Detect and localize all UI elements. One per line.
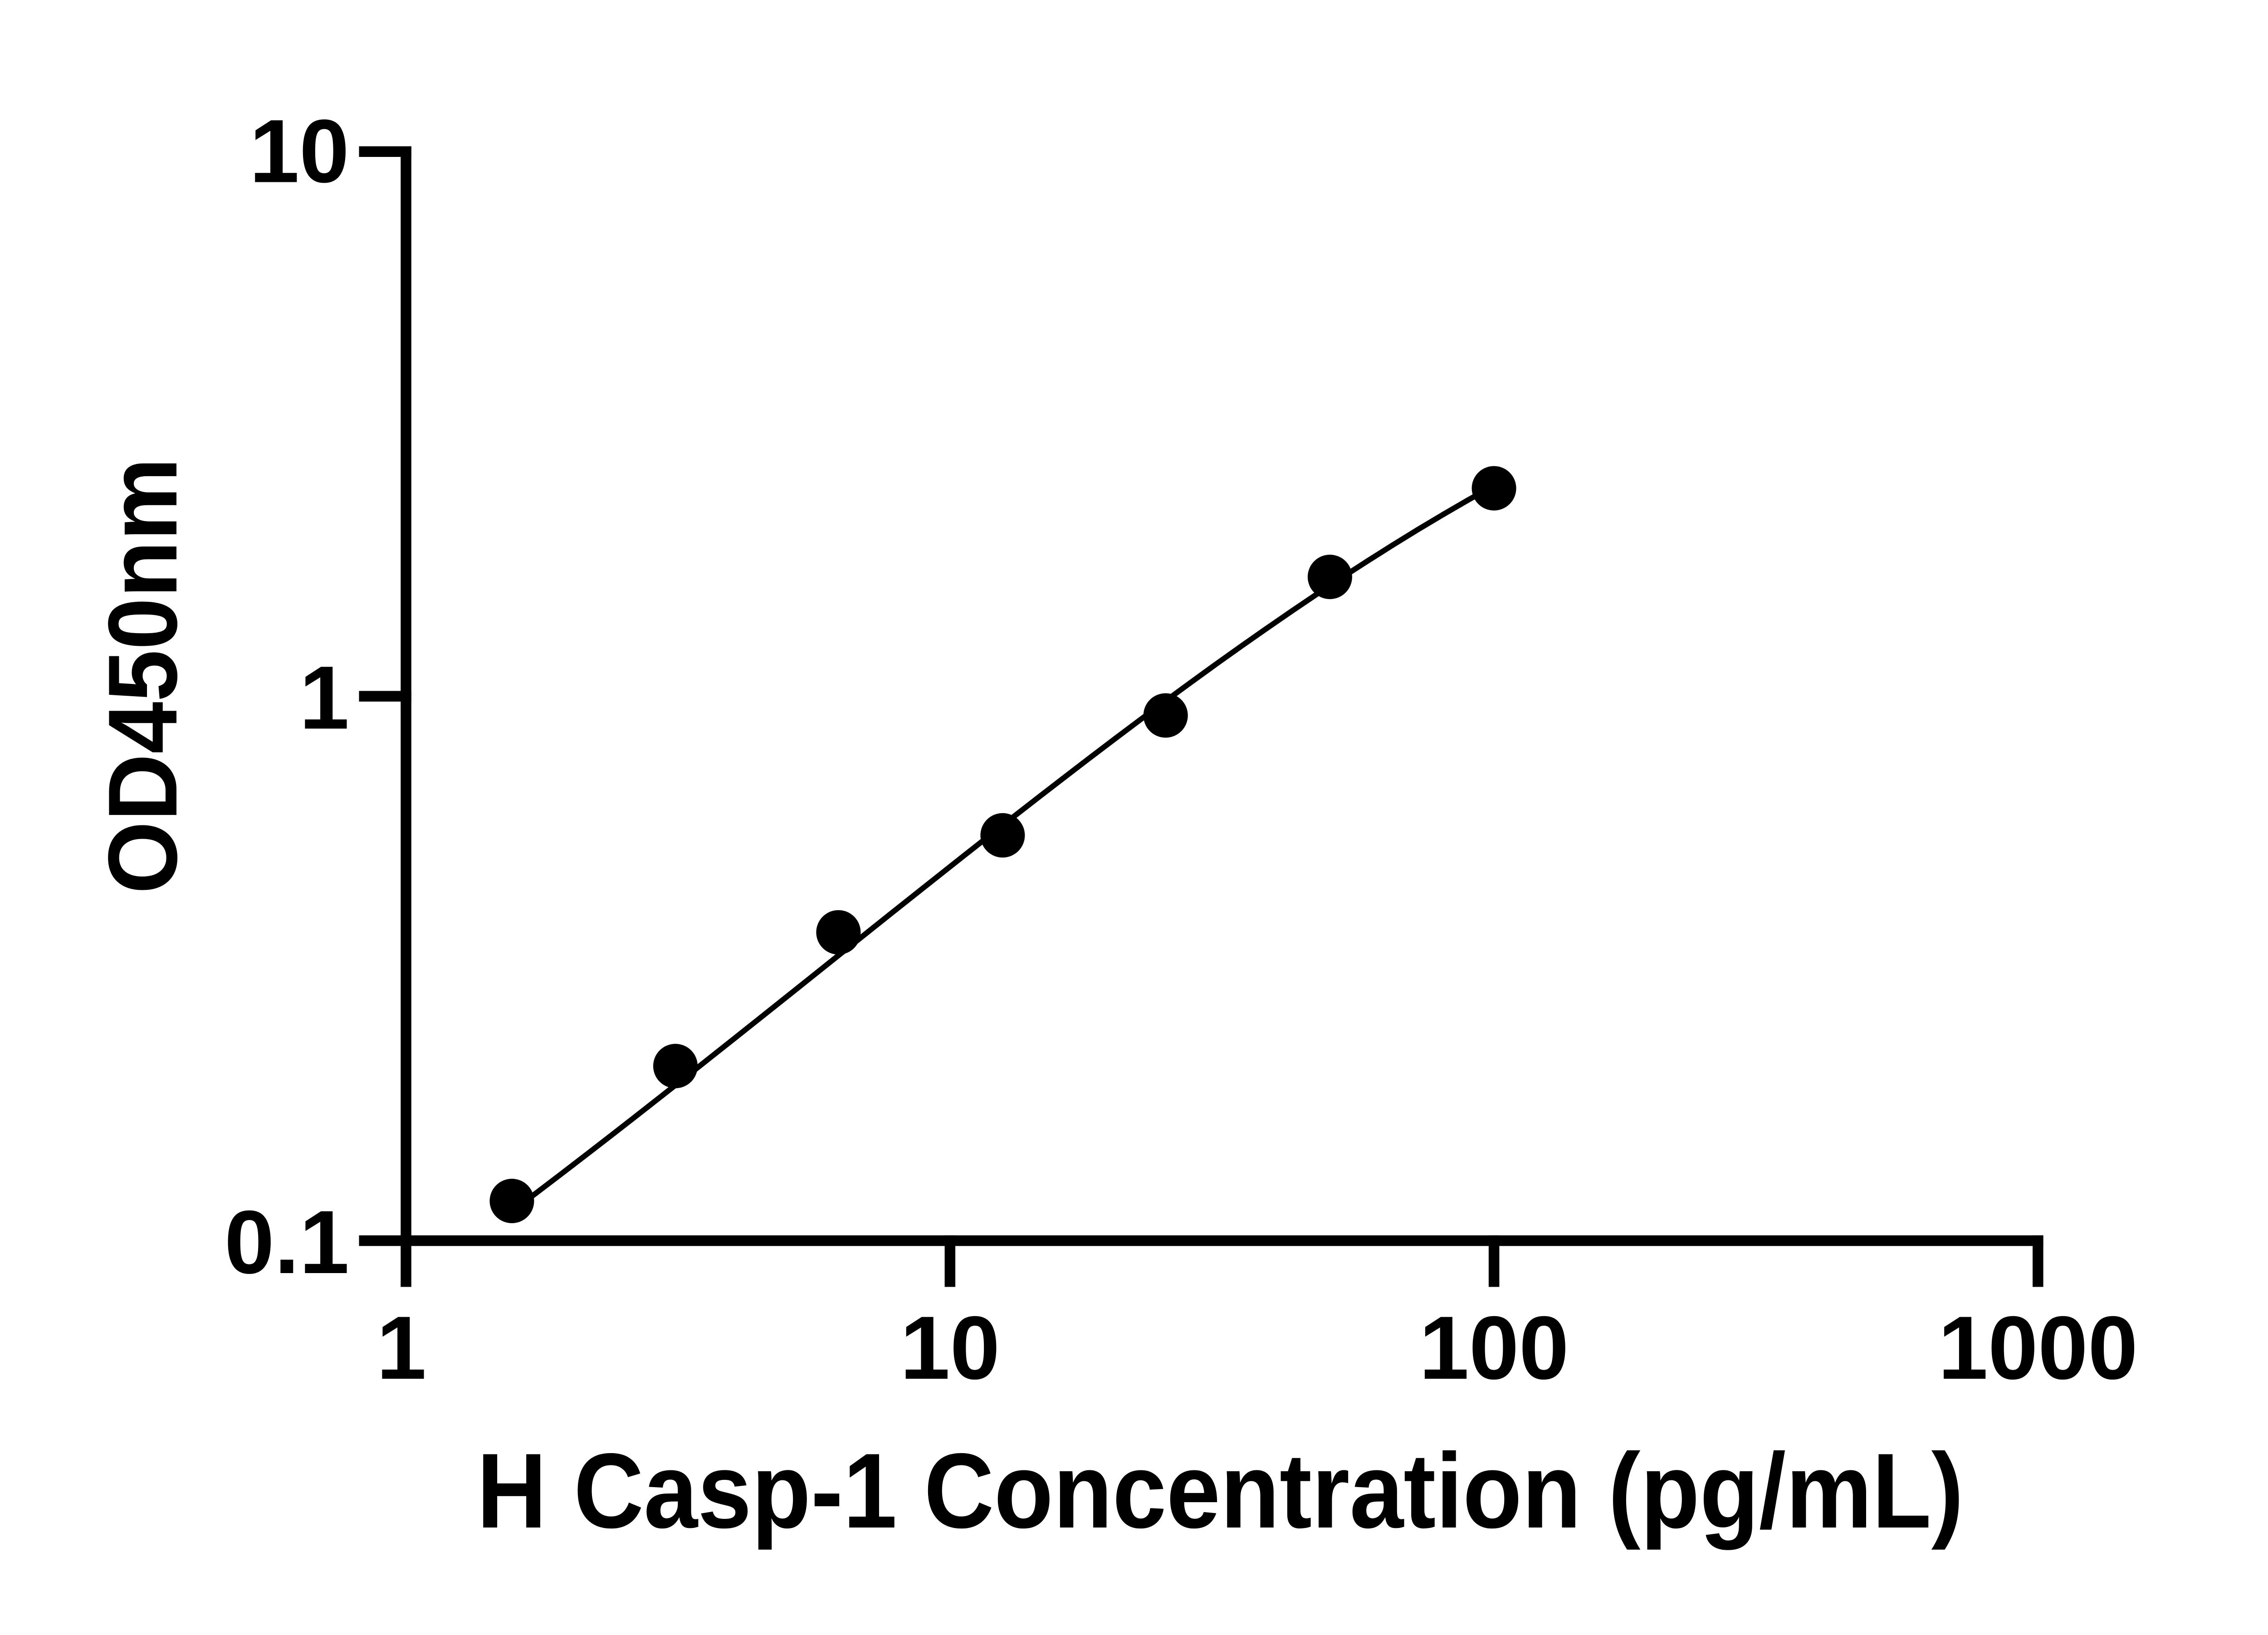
svg-text:1: 1: [299, 648, 349, 748]
svg-text:10: 10: [249, 101, 349, 201]
svg-text:1000: 1000: [1938, 1298, 2138, 1398]
svg-text:OD450nm: OD450nm: [88, 458, 197, 894]
svg-text:H Casp-1 Concentration (pg/mL): H Casp-1 Concentration (pg/mL): [477, 1431, 1964, 1550]
svg-text:0.1: 0.1: [225, 1192, 349, 1292]
svg-text:10: 10: [900, 1298, 1000, 1398]
svg-text:1: 1: [376, 1298, 426, 1398]
svg-text:100: 100: [1419, 1298, 1569, 1398]
